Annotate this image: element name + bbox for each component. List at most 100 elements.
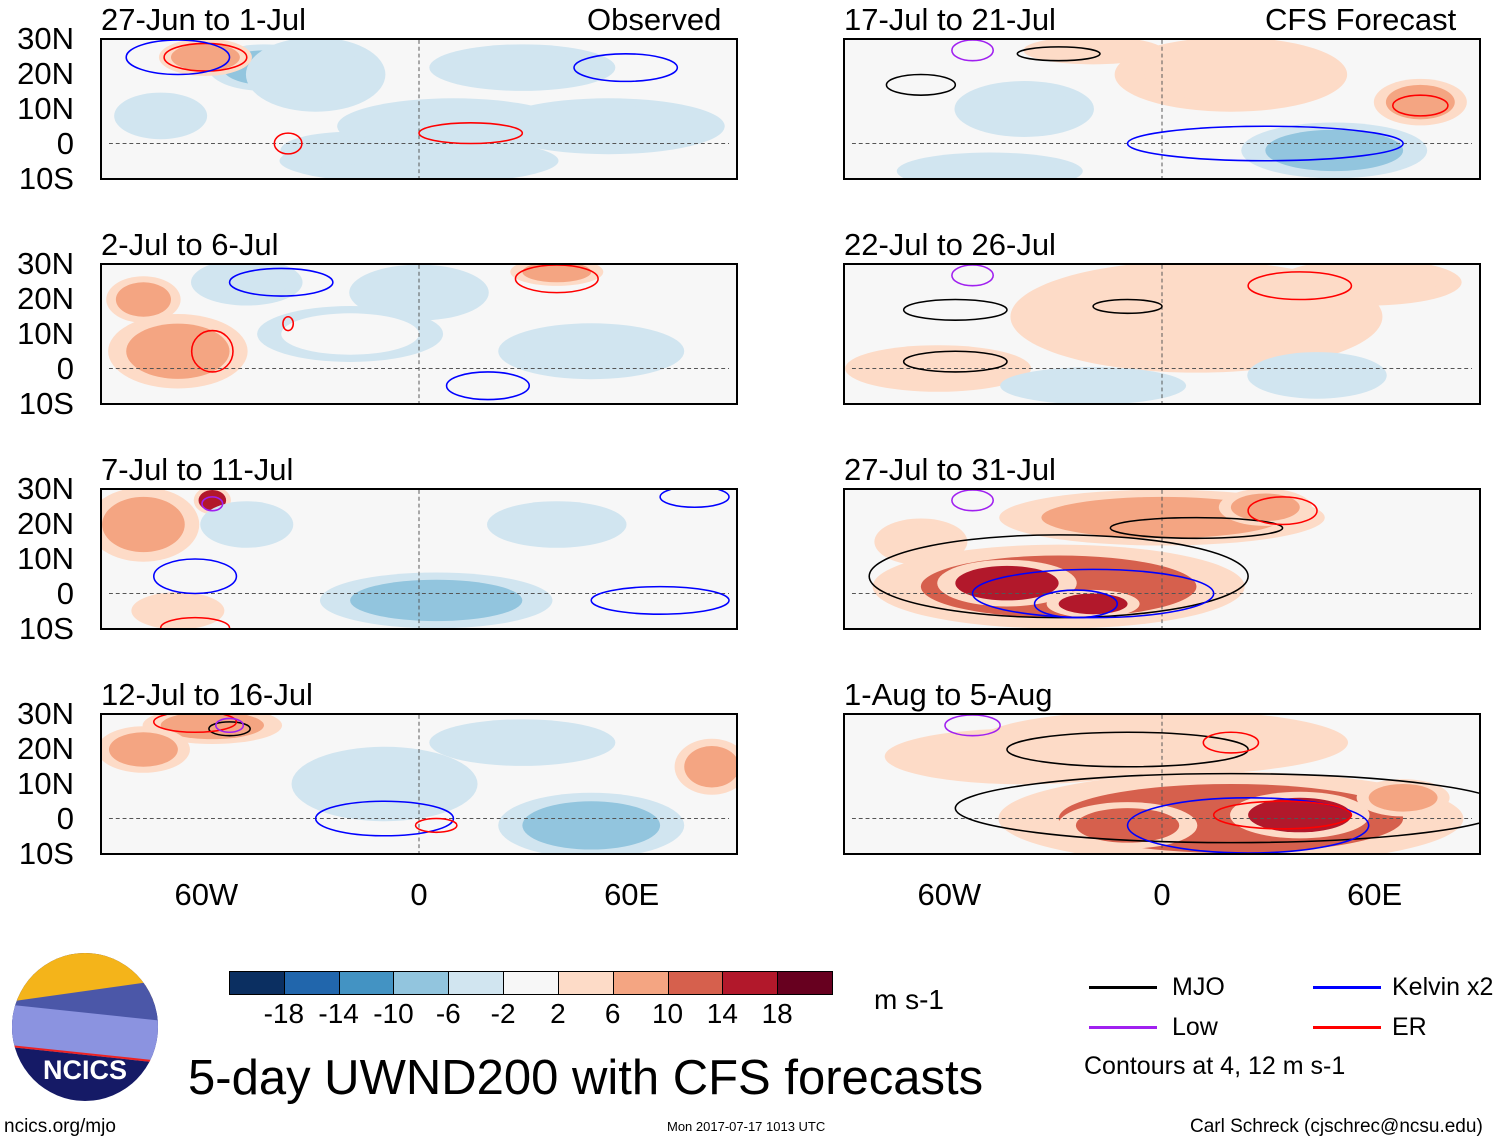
low-contour [944,715,1001,737]
footer-url[interactable]: ncics.org/mjo [4,1116,116,1137]
map-panel-forecast [843,263,1481,405]
mjo-contour [1016,46,1101,62]
legend-kelvin: Kelvin x2 [1392,973,1494,1001]
lat-label: 0 [56,351,74,386]
anomaly-region [522,330,661,372]
anomaly-region [115,282,171,317]
anomaly-region [126,323,230,379]
logo-text: NCICS [42,1055,127,1085]
anomaly-region [955,565,1059,601]
map-panel-observed [100,713,738,855]
er-contour [1202,731,1260,754]
lat-label: 20N [17,731,74,766]
anomaly-region [263,46,368,103]
kelvin-contour [573,53,679,83]
colorbar-tick-label: -6 [435,998,461,1029]
lat-label: 0 [56,576,74,611]
anomaly-region [886,524,956,559]
anomaly-region [1385,84,1455,120]
colorbar-tick-label: 10 [651,998,684,1029]
mjo-contour [1109,516,1284,540]
anomaly-region [920,157,1059,178]
lon-label: 60W [917,877,982,912]
panel-title: 27-Jun to 1-Jul [101,2,307,37]
low-contour [201,496,224,512]
observed-label: Observed [587,2,722,37]
anomaly-region [684,746,736,788]
panel-title: 17-Jul to 21-Jul [844,2,1056,37]
colorbar-swatch [612,971,669,995]
low-contour [951,265,994,287]
anomaly-region [1024,371,1162,400]
lat-label: 10N [17,541,74,576]
anomaly-region [522,265,592,283]
legend-er: ER [1392,1013,1427,1041]
map-panel-forecast [843,38,1481,180]
low-contour [951,40,994,62]
anomaly-region [367,105,540,147]
ncics-logo: NCICS [12,953,158,1101]
anomaly-region [972,88,1076,130]
mjo-contour [954,772,1479,844]
anomaly-region [1248,797,1352,833]
lat-label: 30N [17,696,74,731]
anomaly-region [1368,784,1438,812]
colorbar-swatch [448,971,505,995]
colorbar-swatch [777,971,833,995]
lat-label: 10S [18,161,74,196]
er-contour [1392,94,1449,117]
lon-label: 60E [1347,877,1403,912]
colorbar-swatch [557,971,614,995]
legend-er-line [1313,1026,1381,1029]
lat-label: 20N [17,56,74,91]
er-contour [153,715,238,734]
lat-label: 20N [17,506,74,541]
anomaly-region [1058,593,1128,615]
kelvin-contour [152,558,238,595]
lat-label: 30N [17,246,74,281]
panel-title: 12-Jul to 16-Jul [101,677,313,712]
lon-label: 60W [174,877,239,912]
er-contour [1212,800,1353,830]
lon-label: 0 [1153,877,1171,912]
panel-title: 27-Jul to 31-Jul [844,452,1056,487]
low-contour [214,717,245,734]
colorbar-swatch [338,971,395,995]
anomaly-region [198,490,227,511]
anomaly-region [102,496,185,553]
er-contour [1247,271,1353,301]
anomaly-region [315,756,454,812]
anomaly-region [108,732,178,767]
anomaly-region [143,596,213,625]
er-contour [273,132,303,155]
panel-title: 2-Jul to 6-Jul [101,227,279,262]
lat-label: 0 [56,801,74,836]
anomaly-region [126,98,196,134]
mjo-contour [902,350,1008,373]
anomaly-region [920,735,1128,778]
anomaly-region [522,801,661,850]
anomaly-region [170,43,240,72]
contour-note: Contours at 4, 12 m s-1 [1084,1052,1346,1080]
mjo-contour [902,298,1008,321]
colorbar-swatch [393,971,450,995]
map-panel-forecast [843,488,1481,630]
anomaly-region [212,507,282,542]
lat-label: 10S [18,611,74,646]
forecast-label: CFS Forecast [1265,2,1457,37]
lat-label: 30N [17,471,74,506]
panel-title: 1-Aug to 5-Aug [844,677,1053,712]
kelvin-contour [1033,589,1118,619]
er-contour [282,315,295,332]
figure-title: 5-day UWND200 with CFS forecasts [188,1051,984,1105]
kelvin-contour [1126,125,1404,162]
lat-label: 10N [17,766,74,801]
legend-low: Low [1172,1013,1218,1041]
kelvin-contour [659,490,730,509]
er-contour [190,329,234,373]
er-contour [418,122,524,145]
colorbar-tick-label: 6 [604,998,621,1029]
legend-low-line [1089,1026,1157,1029]
anomaly-region [1299,265,1438,300]
